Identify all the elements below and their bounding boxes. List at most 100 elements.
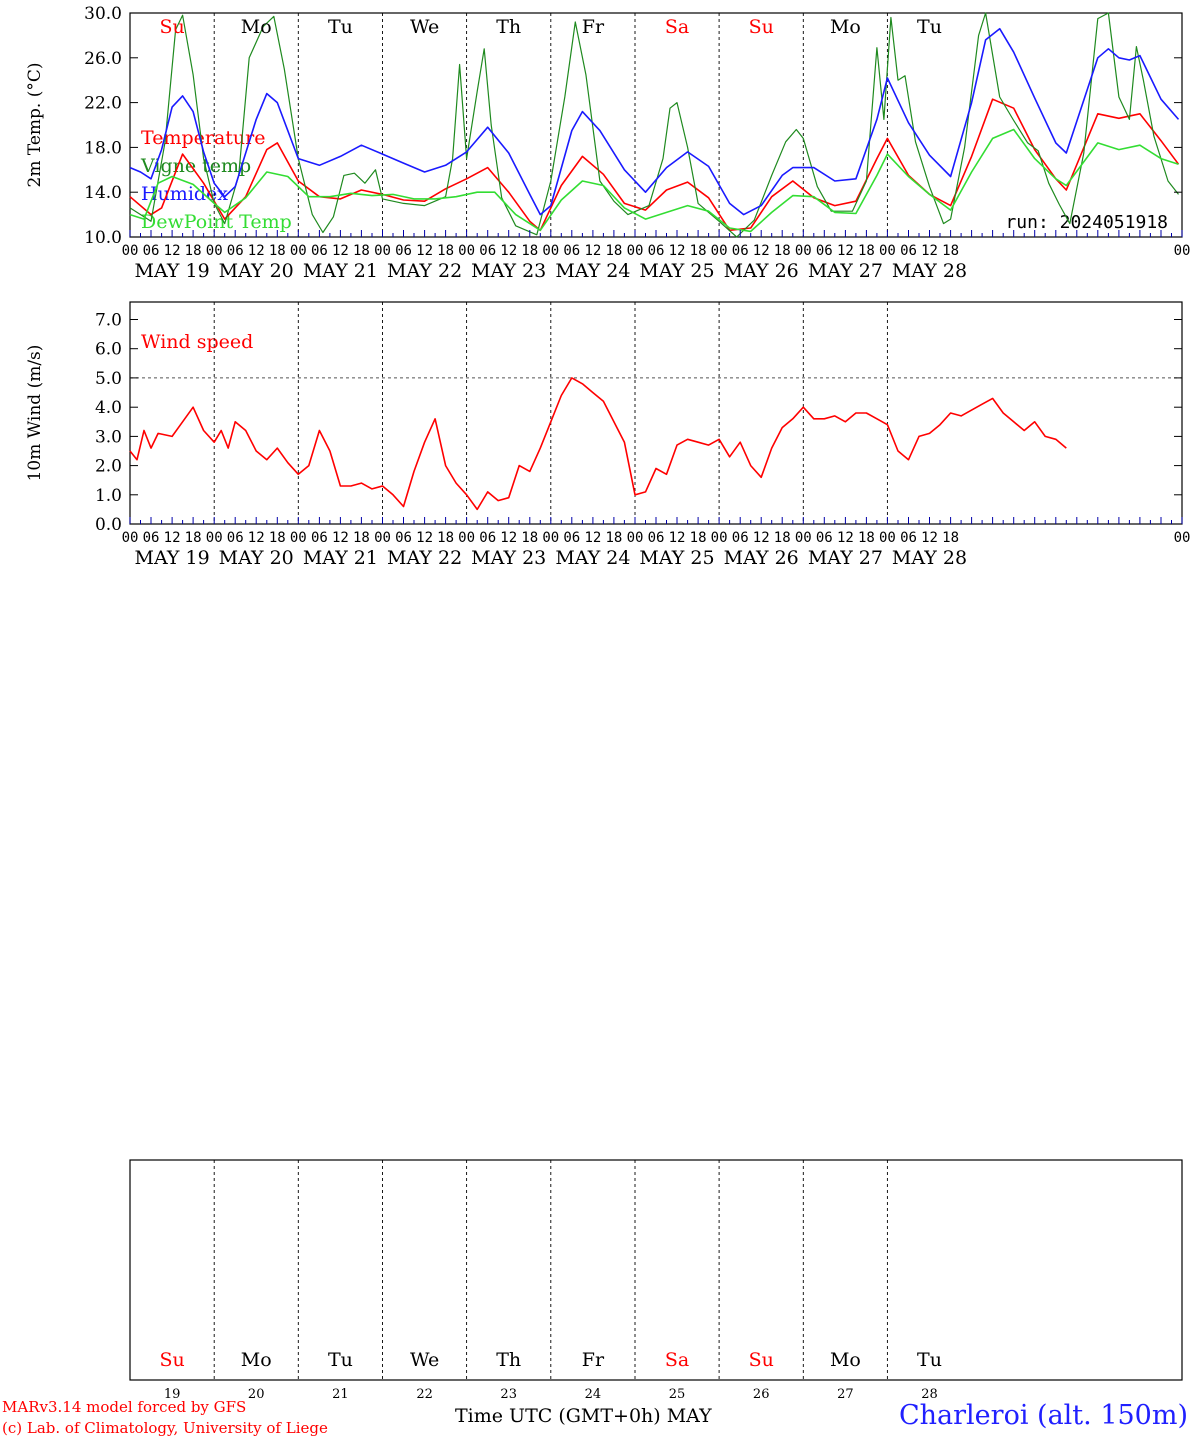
day-number-label: 21: [332, 1387, 349, 1402]
x-hour-label: 18: [942, 530, 959, 546]
x-hour-label: 00: [374, 243, 391, 259]
x-hour-label: 06: [648, 243, 665, 259]
x-hour-label: 06: [227, 530, 244, 546]
x-hour-label: 00: [879, 530, 896, 546]
x-hour-label: 18: [353, 243, 370, 259]
x-hour-label: 12: [669, 243, 686, 259]
x-hour-label: 18: [774, 530, 791, 546]
x-date-label: MAY 23: [471, 260, 546, 282]
weekday-label: Tu: [328, 16, 353, 38]
x-hour-label: 00: [206, 530, 223, 546]
temperature-series-line: [129, 27, 1180, 216]
x-hour-label: 06: [311, 530, 328, 546]
weekday-label: Th: [496, 16, 521, 38]
x-hour-label: 00: [627, 530, 644, 546]
grid-layer: [130, 13, 1182, 1380]
x-date-label: MAY 21: [303, 547, 378, 569]
x-hour-label: 06: [900, 530, 917, 546]
weekday-label: Mo: [830, 1349, 861, 1371]
weekday-label: Su: [749, 1349, 774, 1371]
run-annotation: run: 2024051918: [1005, 212, 1168, 233]
x-hour-label: 18: [185, 530, 202, 546]
wind-y-tick-label: 3.0: [95, 427, 122, 447]
temperature-plot-frame: [129, 12, 1183, 238]
x-hour-label: 06: [395, 530, 412, 546]
x-hour-label: 18: [521, 243, 538, 259]
x-hour-label: 00: [374, 530, 391, 546]
x-hour-label: 00: [1174, 530, 1191, 546]
x-hour-label: 18: [437, 530, 454, 546]
x-hour-label: 00: [458, 243, 475, 259]
x-hour-label: 06: [143, 243, 160, 259]
x-hour-label: 06: [816, 530, 833, 546]
weekday-label: Fr: [582, 1349, 605, 1371]
model-credit: MARv3.14 model forced by GFS: [2, 1398, 247, 1416]
x-date-label: MAY 27: [808, 547, 883, 569]
wind-series-line: [129, 377, 1067, 511]
x-hour-label: 06: [732, 530, 749, 546]
x-hour-label: 00: [795, 530, 812, 546]
x-hour-label: 12: [164, 243, 181, 259]
x-hour-label: 06: [563, 243, 580, 259]
wind-plot-frame: [129, 301, 1183, 525]
weekday-label: We: [410, 16, 439, 38]
x-date-label: MAY 25: [639, 547, 714, 569]
x-hour-label: 18: [269, 530, 286, 546]
weekday-label: Tu: [917, 1349, 942, 1371]
x-hour-label: 06: [479, 243, 496, 259]
x-hour-label: 06: [900, 243, 917, 259]
x-hour-label: 00: [711, 243, 728, 259]
x-date-label: MAY 22: [387, 260, 462, 282]
x-hour-label: 06: [311, 243, 328, 259]
x-hour-label: 06: [143, 530, 160, 546]
temperature-y-axis-label: 2m Temp. (°C): [25, 62, 45, 187]
x-hour-label: 18: [605, 243, 622, 259]
temperature-y-tick-label: 18.0: [84, 138, 122, 158]
x-hour-label: 12: [921, 530, 938, 546]
x-hour-label: 00: [1174, 243, 1191, 259]
x-hour-label: 00: [122, 530, 139, 546]
x-hour-label: 18: [521, 530, 538, 546]
x-hour-label: 06: [816, 243, 833, 259]
wind-y-tick-label: 6.0: [95, 340, 122, 360]
temperature-panel: 2m Temp. (°C) run: 2024051918 Temperatur…: [25, 12, 1183, 238]
weekday-label: Mo: [241, 16, 272, 38]
weekday-label: We: [410, 1349, 439, 1371]
legend-vigne-temp: Vigne temp: [140, 155, 251, 177]
x-hour-label: 12: [332, 243, 349, 259]
x-hour-label: 00: [290, 530, 307, 546]
lab-credit: (c) Lab. of Climatology, University of L…: [2, 1419, 328, 1437]
x-hour-label: 18: [605, 530, 622, 546]
day-number-label: 26: [753, 1387, 770, 1402]
x-hour-label: 12: [248, 243, 265, 259]
x-date-label: MAY 23: [471, 547, 546, 569]
temperature-y-tick-label: 22.0: [84, 94, 122, 114]
day-number-label: 28: [921, 1387, 938, 1402]
wind-y-tick-label: 7.0: [95, 311, 122, 331]
x-hour-label: 06: [395, 243, 412, 259]
day-number-label: 20: [248, 1387, 265, 1402]
x-hour-label: 18: [353, 530, 370, 546]
day-number-label: 23: [500, 1387, 517, 1402]
x-hour-label: 12: [753, 530, 770, 546]
temperature-series-line: [129, 128, 1179, 233]
x-hour-label: 18: [858, 530, 875, 546]
weekday-label: Sa: [665, 16, 689, 38]
temperature-y-tick-label: 10.0: [84, 228, 122, 248]
x-hour-label: 00: [711, 530, 728, 546]
x-hour-label: 06: [648, 530, 665, 546]
x-hour-label: 00: [795, 243, 812, 259]
x-hour-label: 12: [837, 243, 854, 259]
x-date-label: MAY 26: [724, 260, 799, 282]
temperature-series-line: [129, 98, 1180, 232]
time-axis-title: Time UTC (GMT+0h) MAY: [455, 1405, 712, 1427]
x-hour-label: 00: [879, 243, 896, 259]
x-hour-label: 00: [290, 243, 307, 259]
station-title: Charleroi (alt. 150m): [899, 1400, 1188, 1431]
x-hour-label: 18: [690, 530, 707, 546]
day-number-label: 19: [164, 1387, 181, 1402]
day-number-label: 25: [669, 1387, 686, 1402]
x-date-label: MAY 21: [303, 260, 378, 282]
